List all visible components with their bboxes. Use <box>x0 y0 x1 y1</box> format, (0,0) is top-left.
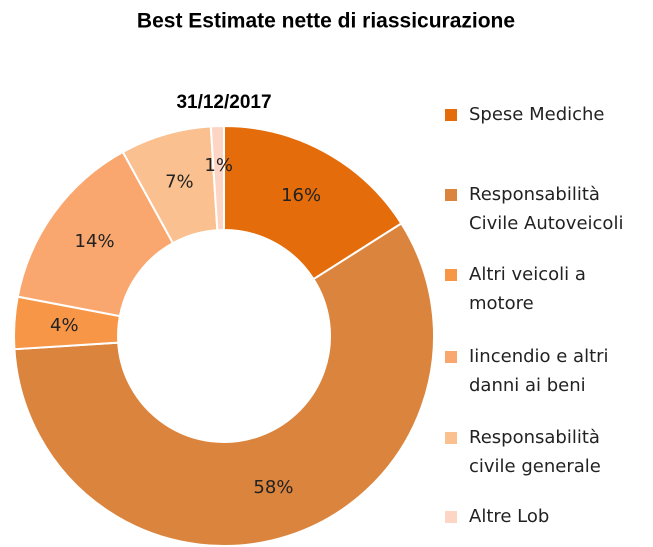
data-label: 4% <box>50 315 79 336</box>
legend-swatch <box>445 432 457 444</box>
data-label: 7% <box>165 171 194 192</box>
donut-slice <box>223 124 403 281</box>
legend-label: Altre Lob <box>469 506 550 527</box>
legend-label: Spese Mediche <box>469 104 605 125</box>
donut-slice <box>16 150 175 318</box>
legend-item: Altre Lob <box>445 502 645 531</box>
legend-swatch <box>445 269 457 281</box>
legend-label: Altri veicoli a motore <box>469 264 586 314</box>
data-label: 16% <box>281 185 321 206</box>
legend-label: Responsabilità Civile Autoveicoli <box>469 184 624 234</box>
legend-item: Iincendio e altri danni ai beni <box>445 342 645 400</box>
donut-slice <box>209 124 225 232</box>
legend-label: Iincendio e altri danni ai beni <box>469 346 609 396</box>
legend-swatch <box>445 351 457 363</box>
data-label: 1% <box>204 155 233 176</box>
legend-label: Responsabilità civile generale <box>469 427 601 477</box>
data-label: 58% <box>253 477 293 498</box>
chart-subtitle: 31/12/2017 <box>176 92 271 113</box>
chart-title: Best Estimate nette di riassicurazione <box>137 10 515 33</box>
legend-swatch <box>445 189 457 201</box>
donut-slice <box>13 222 435 547</box>
data-label: 14% <box>75 231 115 252</box>
legend-item: Responsabilità civile generale <box>445 423 645 481</box>
legend-item: Altri veicoli a motore <box>445 260 645 318</box>
legend-item: Spese Mediche <box>445 100 645 129</box>
legend-swatch <box>445 109 457 121</box>
legend-swatch <box>445 511 457 523</box>
legend-item: Responsabilità Civile Autoveicoli <box>445 180 645 238</box>
